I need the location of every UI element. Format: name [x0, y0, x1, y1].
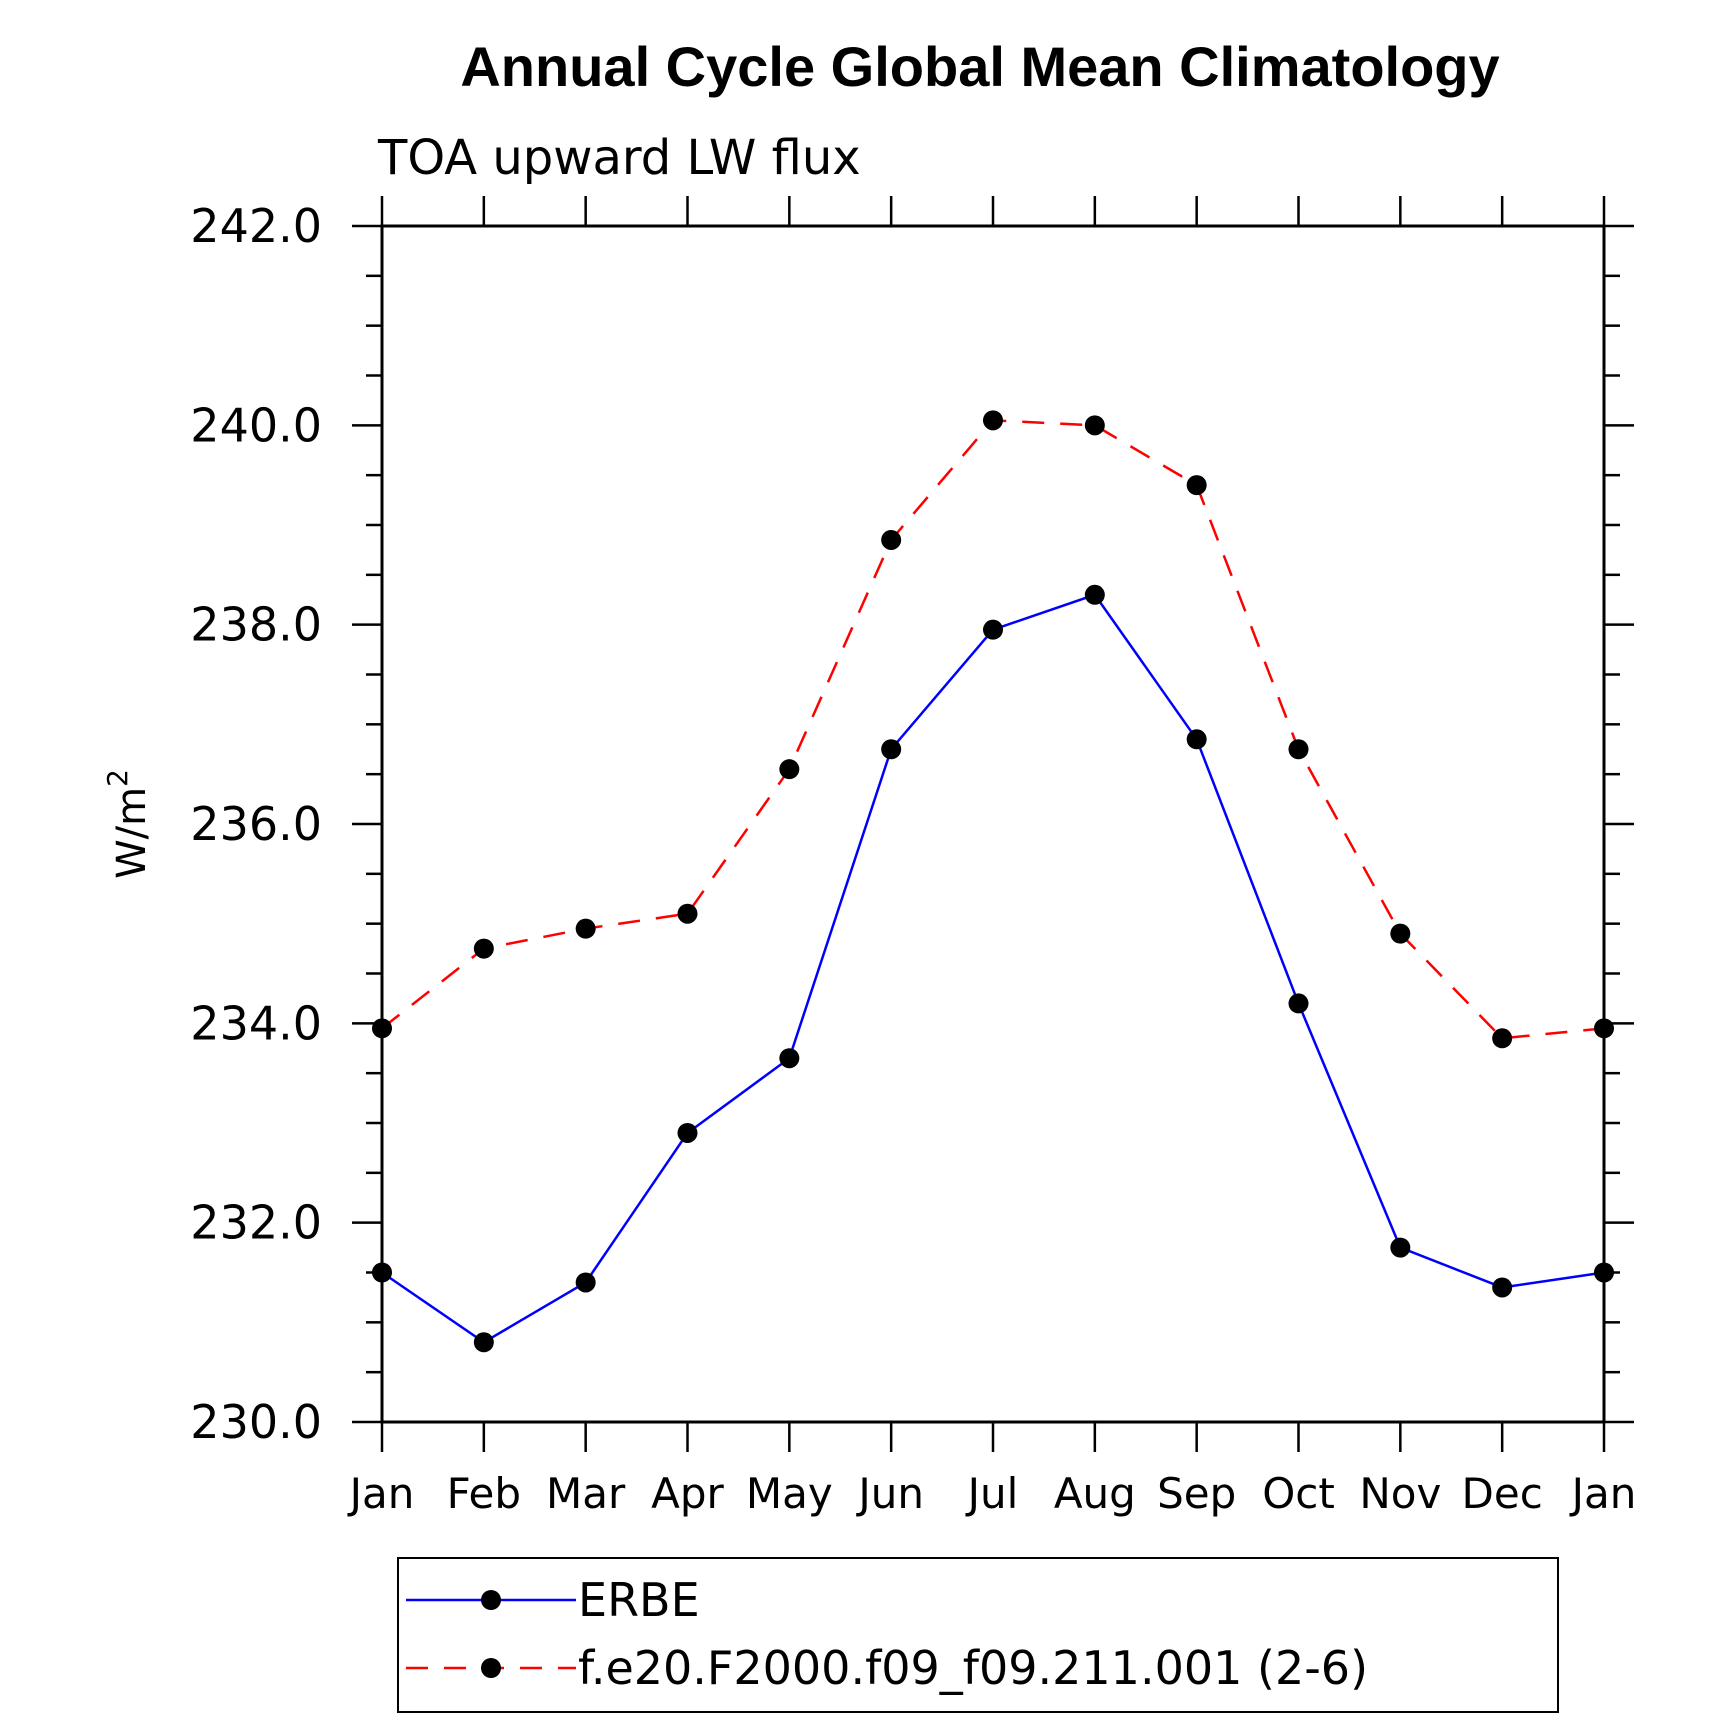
legend-marker — [481, 1658, 501, 1678]
legend: ERBE f.e20.F2000.f09_f09.211.001 (2-6) — [397, 1557, 1559, 1713]
data-point — [779, 1048, 800, 1069]
data-point — [1492, 1028, 1513, 1049]
series-line — [381, 419, 1605, 1040]
y-tick-label: 232.0 — [190, 1196, 322, 1250]
chart-title: Annual Cycle Global Mean Climatology — [460, 35, 1499, 98]
x-tick-label: Oct — [1262, 1469, 1335, 1518]
x-tick-label: Jun — [855, 1469, 924, 1518]
data-point — [473, 1332, 494, 1353]
data-point — [1288, 993, 1309, 1014]
data-point — [881, 739, 902, 760]
legend-box — [397, 1557, 1559, 1713]
legend-marker — [481, 1590, 501, 1610]
data-point — [575, 918, 596, 939]
data-point — [1390, 923, 1411, 944]
y-tick-label: 240.0 — [190, 398, 322, 452]
x-tick-label: Feb — [447, 1469, 521, 1518]
y-tick-label: 242.0 — [190, 199, 322, 253]
y-axis-label: W/m2 — [101, 769, 155, 879]
x-tick-label: Apr — [651, 1469, 724, 1518]
data-point — [983, 410, 1003, 431]
data-point — [677, 903, 698, 924]
y-tick-label: 234.0 — [190, 996, 322, 1050]
x-axis: Jan Feb Mar Apr May Jun Jul Aug Sep Oct Nov Dec Jan — [347, 196, 1637, 1518]
x-tick-label: Jan — [1569, 1469, 1637, 1518]
data-point — [372, 1262, 392, 1283]
x-tick-label: Aug — [1054, 1469, 1136, 1518]
x-tick-label: Mar — [546, 1469, 626, 1518]
data-point — [983, 619, 1003, 640]
x-tick-label: Jan — [347, 1469, 415, 1518]
y-tick-label: 238.0 — [190, 598, 322, 652]
y-axis-label-superscript: 2 — [101, 769, 134, 787]
x-tick-label: Jul — [965, 1469, 1019, 1518]
data-point — [1390, 1237, 1411, 1258]
x-tick-label: May — [746, 1469, 833, 1518]
data-point — [1492, 1277, 1513, 1298]
chart-subtitle: TOA upward LW flux — [377, 130, 861, 186]
data-point — [677, 1122, 698, 1143]
data-point — [473, 938, 494, 959]
data-point — [881, 529, 902, 550]
plot-frame — [380, 224, 1606, 1424]
y-tick-label: 236.0 — [190, 797, 322, 851]
data-point — [1084, 584, 1105, 605]
series-layer — [372, 410, 1614, 1353]
data-point — [1594, 1262, 1614, 1283]
series-2 — [372, 410, 1614, 1049]
legend-item-2: f.e20.F2000.f09_f09.211.001 (2-6) — [406, 1641, 1368, 1695]
data-point — [575, 1272, 596, 1293]
data-point — [779, 759, 800, 780]
data-point — [1186, 729, 1207, 750]
legend-label: f.e20.F2000.f09_f09.211.001 (2-6) — [578, 1641, 1368, 1695]
data-point — [1594, 1018, 1614, 1039]
data-point — [1186, 475, 1207, 496]
x-tick-label: Nov — [1359, 1469, 1441, 1518]
series-line — [381, 593, 1605, 1344]
data-point — [372, 1018, 392, 1039]
y-tick-label: 230.0 — [190, 1395, 322, 1449]
legend-label: ERBE — [578, 1573, 700, 1627]
series-1 — [372, 584, 1614, 1353]
data-point — [1288, 739, 1309, 760]
data-point — [1084, 415, 1105, 436]
legend-item-1: ERBE — [406, 1573, 700, 1627]
plot-border — [380, 224, 1606, 1424]
x-tick-label: Dec — [1462, 1469, 1543, 1518]
x-tick-label: Sep — [1157, 1469, 1236, 1518]
y-axis: 230.0 232.0 234.0 236.0 238.0 240.0 242.0 W/m2 — [101, 199, 1634, 1449]
